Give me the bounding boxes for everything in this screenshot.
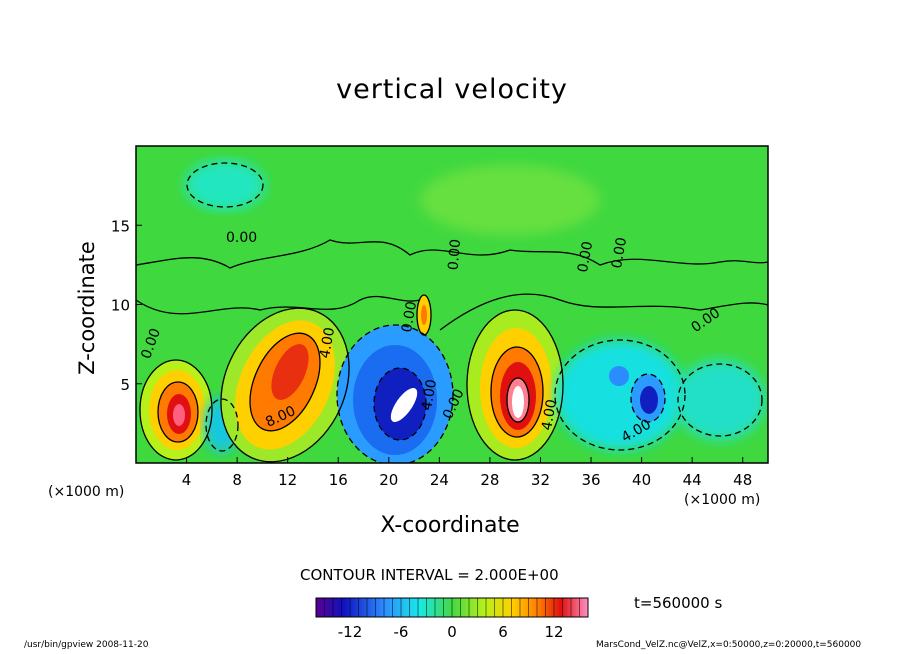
- x-tick-label: 12: [278, 471, 297, 489]
- x-tick-label: 32: [531, 471, 550, 489]
- colorbar: -12 -6 0 6 12: [315, 597, 589, 641]
- x-tick-label: 36: [581, 471, 600, 489]
- negative-contours: [186, 162, 763, 463]
- updraft-2: [220, 308, 350, 462]
- footer-left: /usr/bin/gpview 2008-11-20: [24, 640, 149, 650]
- contour-label: 0.00: [226, 230, 257, 246]
- x-tick-label: 28: [480, 471, 499, 489]
- field: 0.00 0.00 0.00 0.00 0.00 0.00 0.00 0.00 …: [136, 146, 768, 463]
- contour-interval: CONTOUR INTERVAL = 2.000E+00: [300, 566, 559, 584]
- x-tick-label: 8: [232, 471, 242, 489]
- x-unit-left: (×1000 m): [48, 484, 125, 500]
- z-tick-label: 15: [111, 217, 130, 235]
- z-tick-label: 10: [111, 297, 130, 315]
- x-axis-label: X-coordinate: [380, 513, 520, 538]
- contour-label: 0.00: [399, 300, 420, 333]
- z-axis: 5 10 15: [111, 217, 142, 394]
- downdraft-1: [337, 325, 453, 463]
- x-tick-label: 48: [733, 471, 752, 489]
- chart-title: vertical velocity: [336, 74, 568, 105]
- x-unit-right: (×1000 m): [684, 492, 761, 508]
- footer-right: MarsCond_VelZ.nc@VelZ,x=0:50000,z=0:2000…: [596, 640, 862, 650]
- contour-label: 4.00: [419, 378, 440, 411]
- colorbar-tick-label: 12: [544, 623, 563, 641]
- x-tick-label: 20: [379, 471, 398, 489]
- contour-label: 4.00: [317, 326, 338, 359]
- contours: [136, 239, 768, 463]
- z-axis-label: Z-coordinate: [75, 241, 99, 375]
- x-tick-label: 16: [329, 471, 348, 489]
- x-tick-label: 44: [683, 471, 702, 489]
- contour-label: 0.00: [609, 236, 630, 269]
- time-label: t=560000 s: [634, 594, 723, 612]
- contour-label: 4.00: [539, 398, 560, 431]
- colorbar-tick-label: -12: [338, 623, 363, 641]
- x-tick-label: 24: [430, 471, 449, 489]
- x-tick-label: 4: [182, 471, 192, 489]
- contour-label: 0.00: [445, 238, 464, 270]
- colorbar-tick-label: -6: [394, 623, 409, 641]
- x-axis: 4 8 12 16 20 24 28 32 36 40 44 48: [182, 457, 752, 489]
- x-tick-label: 40: [632, 471, 651, 489]
- colorbar-tick-label: 0: [447, 623, 457, 641]
- z-tick-label: 5: [120, 376, 130, 394]
- colorbar-tick-label: 6: [498, 623, 508, 641]
- contour-label: 0.00: [575, 240, 596, 273]
- downdraft-2: [609, 366, 665, 422]
